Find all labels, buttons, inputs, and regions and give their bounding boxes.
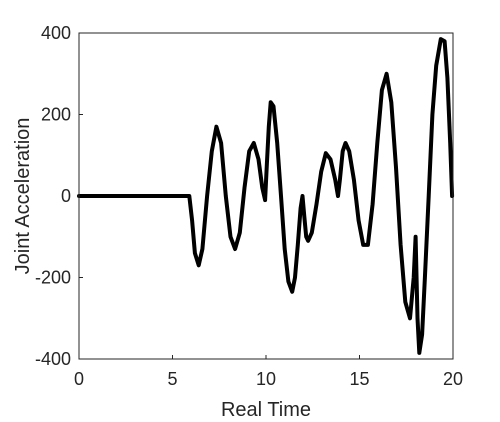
- x-tick-label: 0: [74, 369, 84, 389]
- plot-frame: [78, 32, 454, 360]
- x-tick-label: 15: [349, 369, 369, 389]
- x-axis-label: Real Time: [221, 399, 311, 421]
- y-axis-label: Joint Acceleration: [12, 118, 34, 275]
- y-tick-label: -200: [35, 268, 71, 288]
- tick-labels: 0 5 10 15 20 -400 -200 0 200 400: [35, 23, 463, 389]
- x-tick-label: 20: [443, 369, 463, 389]
- y-tick-label: 400: [41, 23, 71, 43]
- y-tick-label: -400: [35, 349, 71, 369]
- series-line: [77, 37, 455, 355]
- y-tick-label: 200: [41, 105, 71, 125]
- y-tick-label: 0: [61, 186, 71, 206]
- x-tick-label: 10: [256, 369, 276, 389]
- x-tick-label: 5: [167, 369, 177, 389]
